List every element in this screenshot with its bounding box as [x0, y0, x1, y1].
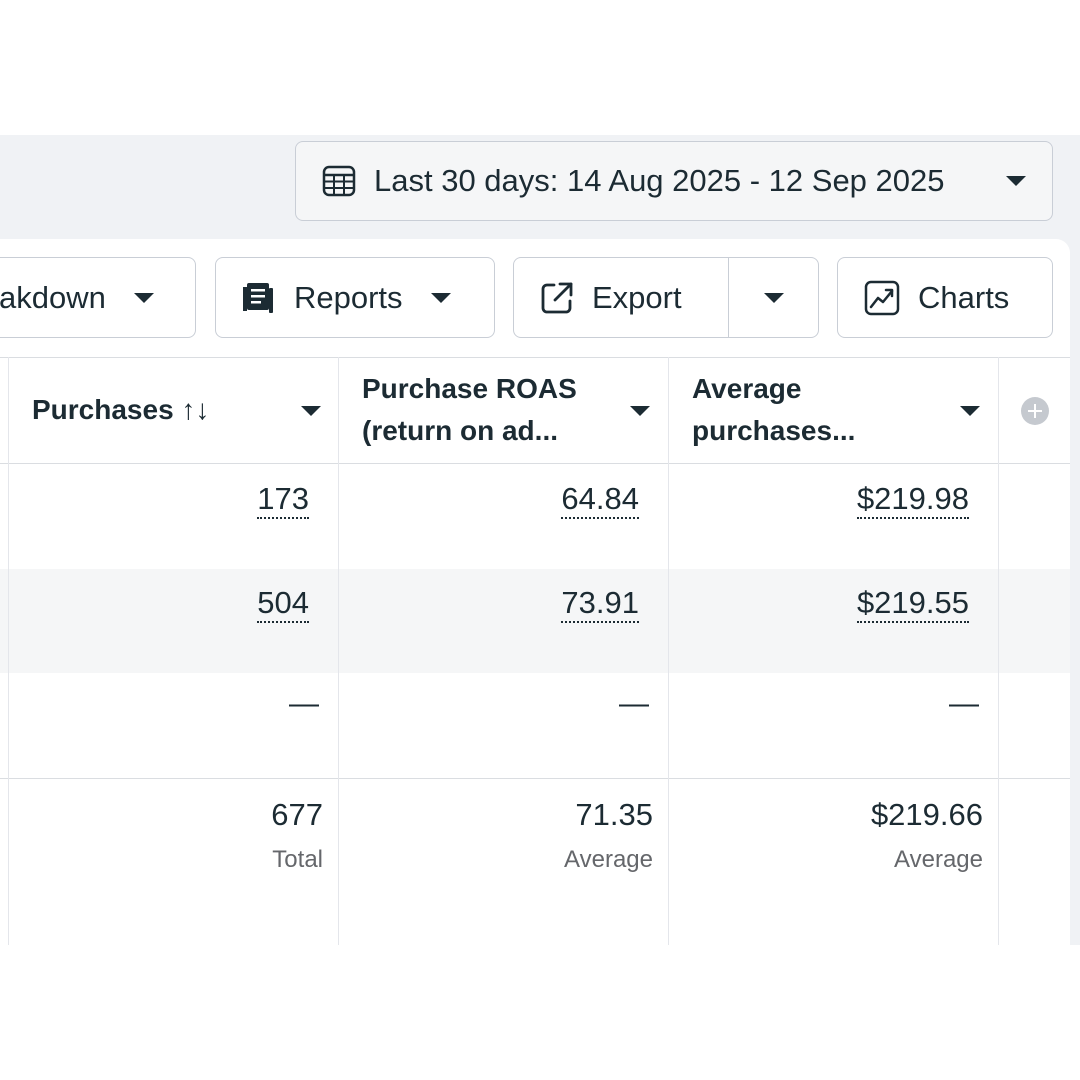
column-divider [668, 357, 669, 945]
table-cell[interactable]: $219.55 [856, 585, 969, 623]
avg-value[interactable]: $219.98 [856, 481, 969, 519]
table-cell[interactable]: 173 [257, 481, 309, 519]
table-cell[interactable]: 504 [257, 585, 309, 623]
add-column-icon[interactable] [1021, 397, 1049, 425]
chevron-down-icon [763, 292, 784, 303]
column-divider [8, 357, 9, 945]
total-purchases-label: Total [272, 846, 323, 873]
breakdown-label: akdown [0, 279, 106, 315]
column-title-line1: Purchase ROAS [362, 373, 577, 404]
purchases-value[interactable]: 504 [257, 585, 309, 623]
export-button[interactable]: Export [514, 258, 730, 337]
total-roas-label: Average [564, 846, 653, 873]
column-divider [338, 357, 339, 945]
roas-value[interactable]: 73.91 [561, 585, 639, 623]
purchases-value: — [289, 687, 319, 720]
column-divider [998, 357, 999, 945]
column-header-average-purchases[interactable]: Average purchases... [692, 357, 992, 463]
roas-value[interactable]: 64.84 [561, 481, 639, 519]
export-label: Export [592, 279, 682, 315]
calendar-icon [322, 164, 356, 198]
divider [0, 778, 1070, 779]
charts-label: Charts [918, 279, 1010, 315]
chevron-down-icon [430, 292, 451, 303]
table-row-stripe [0, 569, 1070, 673]
total-avg: $219.66 [870, 797, 983, 832]
column-title-line2: purchases... [692, 415, 856, 446]
reports-icon [240, 280, 276, 316]
column-title-line2: (return on ad... [362, 415, 558, 446]
divider [0, 357, 1070, 358]
charts-button[interactable]: Charts [837, 257, 1053, 338]
chevron-down-icon [133, 292, 154, 303]
results-table: Purchases ↑↓ Purchase ROAS (return on ad… [0, 357, 1070, 945]
table-cell[interactable]: 73.91 [561, 585, 639, 623]
avg-value: — [949, 687, 979, 720]
column-title: Purchases ↑↓ [32, 394, 210, 425]
external-link-icon [540, 281, 574, 315]
report-panel: akdown Reports [0, 239, 1070, 945]
column-header-purchase-roas[interactable]: Purchase ROAS (return on ad... [362, 357, 662, 463]
chevron-down-icon[interactable] [301, 406, 321, 416]
date-range-button[interactable]: Last 30 days: 14 Aug 2025 - 12 Sep 2025 [295, 141, 1053, 221]
chevron-down-icon[interactable] [960, 406, 980, 416]
ads-manager-app: Last 30 days: 14 Aug 2025 - 12 Sep 2025 … [0, 135, 1080, 945]
line-chart-icon [864, 280, 900, 316]
table-cell[interactable]: 64.84 [561, 481, 639, 519]
total-purchases: 677 [271, 797, 323, 832]
table-cell[interactable]: $219.98 [856, 481, 969, 519]
roas-value: — [619, 687, 649, 720]
reports-label: Reports [294, 279, 403, 315]
chevron-down-icon[interactable] [630, 406, 650, 416]
column-title-line1: Average [692, 373, 802, 404]
breakdown-button[interactable]: akdown [0, 257, 196, 338]
total-roas: 71.35 [575, 797, 653, 832]
column-header-purchases[interactable]: Purchases ↑↓ [32, 357, 332, 463]
export-dropdown-button[interactable] [729, 258, 818, 337]
purchases-value[interactable]: 173 [257, 481, 309, 519]
total-avg-label: Average [894, 846, 983, 873]
reports-button[interactable]: Reports [215, 257, 495, 338]
avg-value[interactable]: $219.55 [856, 585, 969, 623]
chevron-down-icon [1006, 176, 1026, 186]
divider [0, 463, 1070, 464]
export-button-group: Export [513, 257, 819, 338]
date-range-label: Last 30 days: 14 Aug 2025 - 12 Sep 2025 [374, 163, 945, 198]
